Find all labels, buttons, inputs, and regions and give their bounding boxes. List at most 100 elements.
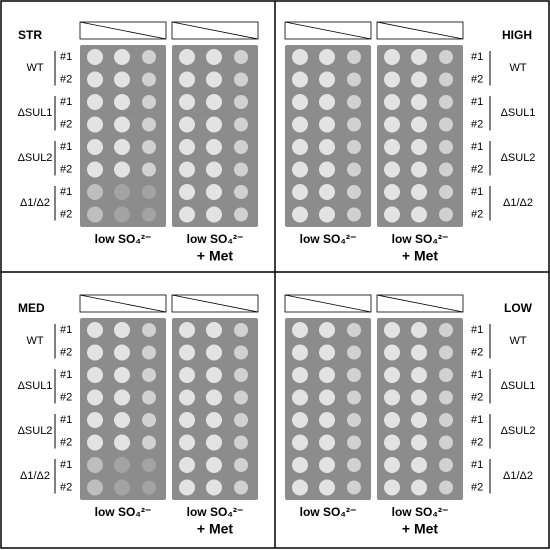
colony-spot [384,389,400,406]
replicate-label: #2 [60,208,72,220]
colony-spot [319,94,335,110]
colony-spot [114,389,130,406]
colony-spot [347,185,361,199]
colony-spot [206,389,222,406]
colony-spot [179,184,195,200]
colony-spot [206,322,222,338]
replicate-label: #1 [471,51,483,63]
colony-spot [439,345,453,360]
colony-spot [411,322,427,338]
colony-spot [292,94,308,110]
dilution-wedge-diagonal [376,294,464,313]
colony-spot [206,49,222,65]
colony-spot [439,162,453,177]
colony-spot [411,434,427,451]
colony-spot [114,367,130,383]
colony-spot [87,322,103,338]
colony-spot [384,49,400,65]
colony-spot [206,434,222,451]
colony-spot [114,206,130,223]
colony-spot [411,344,427,361]
colony-spot [142,117,156,132]
colony-spot [439,95,453,109]
colony-spot [179,116,195,133]
colony-spot [179,49,195,65]
colony-spot [347,413,361,427]
plate [377,45,463,227]
colony-spot [234,458,248,472]
dilution-wedge-diagonal [79,294,167,313]
replicate-label: #1 [60,96,72,108]
colony-spot [234,72,248,87]
replicate-label: #2 [471,481,483,493]
colony-spot [347,458,361,472]
replicate-label: #2 [471,346,483,358]
colony-spot [292,322,308,338]
strain-label: WT [26,335,43,347]
colony-spot [87,367,103,383]
replicate-label: #2 [60,481,72,493]
strain-label: Δ1/Δ2 [20,197,50,209]
colony-spot [179,139,195,155]
colony-spot [234,207,248,222]
colony-spot [142,480,156,495]
colony-spot [384,71,400,88]
colony-spot [234,185,248,199]
plate-caption: + Met [197,521,234,537]
dilution-wedge-diagonal [171,21,259,40]
colony-spot [87,139,103,155]
colony-spot [142,72,156,87]
colony-spot [384,322,400,338]
plate-caption: low SO₄²⁻ [187,232,244,246]
strain-label: ΔSUL1 [501,380,536,392]
colony-spot [347,162,361,177]
colony-spot [142,390,156,405]
plate [172,45,258,227]
colony-spot [319,322,335,338]
replicate-label: #2 [60,73,72,85]
plate [285,318,371,500]
colony-spot [384,344,400,361]
colony-spot [319,389,335,406]
colony-spot [411,116,427,133]
replicate-label: #1 [471,186,483,198]
replicate-label: #1 [60,369,72,381]
colony-spot [179,206,195,223]
plate [285,45,371,227]
colony-spot [411,139,427,155]
colony-spot [234,162,248,177]
colony-spot [87,344,103,361]
strain-label: ΔSUL1 [18,380,53,392]
strain-label: Δ1/Δ2 [503,197,533,209]
panel: STR low SO₄²⁻ low SO₄²⁻ + Met WT #1 #2 ΔSUL1 #1 #… [18,21,259,264]
colony-spot [347,207,361,222]
colony-spot [347,95,361,109]
replicate-label: #1 [471,414,483,426]
panel: MED low SO₄²⁻ low SO₄²⁻ + Met WT #1 #2 ΔSUL1 #1 #… [18,294,259,537]
colony-spot [411,412,427,428]
colony-spot [206,94,222,110]
plate-caption: low SO₄²⁻ [300,505,357,519]
colony-spot [234,390,248,405]
colony-spot [234,480,248,495]
colony-spot [206,457,222,473]
colony-spot [411,94,427,110]
colony-spot [411,184,427,200]
colony-spot [292,161,308,178]
colony-spot [206,116,222,133]
colony-spot [87,49,103,65]
colony-spot [179,412,195,428]
colony-spot [234,323,248,337]
colony-spot [142,435,156,450]
colony-spot [411,161,427,178]
colony-spot [439,72,453,87]
colony-spot [87,206,103,223]
colony-spot [142,368,156,382]
colony-spot [179,367,195,383]
colony-spot [411,367,427,383]
plate [80,45,166,227]
replicate-label: #2 [60,163,72,175]
colony-spot [411,71,427,88]
colony-spot [439,50,453,64]
colony-spot [292,434,308,451]
